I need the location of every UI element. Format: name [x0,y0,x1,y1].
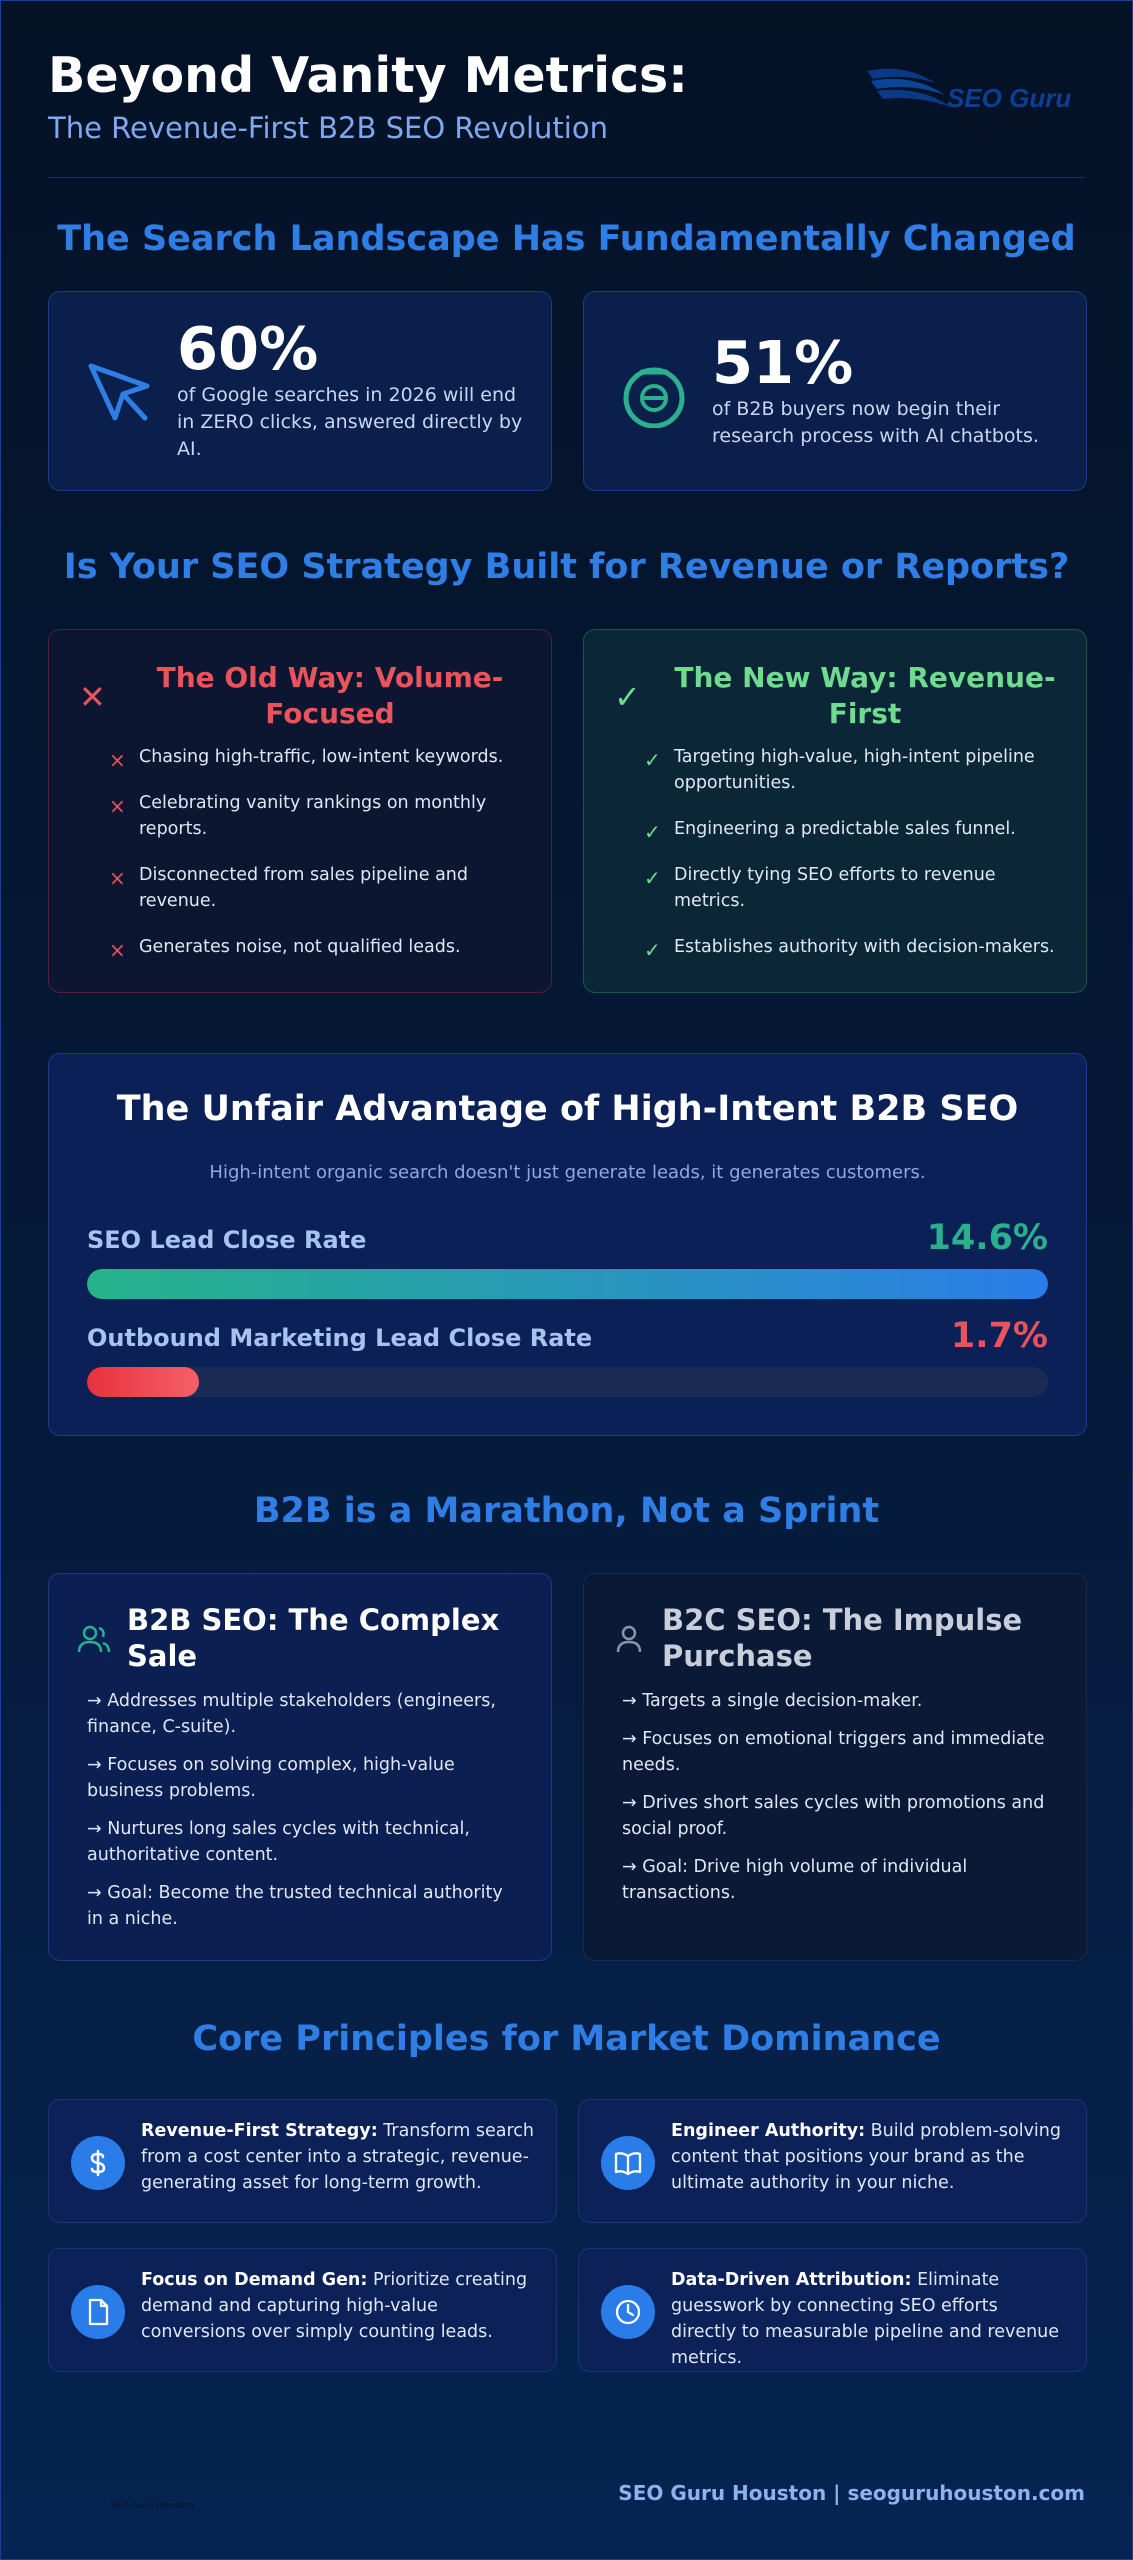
old-way-card: ✕ The Old Way: Volume-Focused × Chasing h… [48,629,552,993]
list-item: → Goal: Drive high volume of individual … [622,1857,968,1903]
stat-text: of Google searches in 2026 will end in Z… [177,384,523,460]
dollar-icon [71,2136,125,2190]
advantage-title: The Unfair Advantage of High-Intent B2B … [116,1089,1019,1129]
old-way-list: × Chasing high-traffic, low-intent keywor… [109,744,525,980]
new-way-title: The New Way: Revenue-First [674,661,1056,730]
list-item: × Celebrating vanity rankings on monthly … [109,793,487,839]
new-way-card: ✓ The New Way: Revenue-First ✓ Targeting … [583,629,1087,993]
principle-text: Focus on Demand Gen: Prioritize creating… [141,2270,528,2342]
x-icon: × [109,938,126,962]
marathon-title: B2B is a Marathon, Not a Sprint [253,1491,880,1531]
list-item: → Focuses on emotional triggers and imme… [622,1729,1045,1775]
seo-guru-houston-logo: SEO Guru [867,68,1071,113]
principle-card-engineer-authority: Engineer Authority: Build problem-solvin… [578,2099,1087,2223]
advantage-card: The Unfair Advantage of High-Intent B2B … [48,1053,1087,1436]
check-icon: ✓ [614,678,641,716]
b2b-seo-title: B2B SEO: The Complex Sale [127,1603,500,1673]
b2b-seo-card: B2B SEO: The Complex Sale → Addresses mu… [48,1573,552,1961]
strategy-title: Is Your SEO Strategy Built for Revenue o… [63,547,1070,587]
list-item: → Addresses multiple stakeholders (engin… [87,1691,496,1737]
stat-card-ai-chatbots: 51% of B2B buyers now begin their resear… [583,291,1087,491]
b2c-seo-title: B2C SEO: The Impulse Purchase [662,1603,1023,1673]
list-item: → Nurtures long sales cycles with techni… [87,1819,470,1865]
svg-text:SEO Guru: SEO Guru [947,83,1071,113]
check-icon: ✓ [644,866,661,890]
outbound-bar-label: Outbound Marketing Lead Close Rate [87,1324,593,1352]
users-icon [77,1625,111,1653]
list-item: → Goal: Become the trusted technical aut… [87,1883,503,1929]
x-icon: × [109,748,126,772]
principle-text: Engineer Authority: Build problem-solvin… [671,2121,1061,2193]
principle-card-revenue-first: Revenue-First Strategy: Transform search… [48,2099,557,2223]
outbound-bar-fill [87,1367,199,1397]
list-item: ✓ Establishes authority with decision-mak… [644,937,1055,962]
stat-value: 60% [177,314,319,383]
check-icon: ✓ [644,820,661,844]
stat-text: of B2B buyers now begin their research p… [712,398,1039,447]
seo-bar-track [87,1269,1048,1299]
principle-text: Data-Driven Attribution: Eliminate guess… [671,2270,1060,2368]
list-item: ✓ Targeting high-value, high-intent pipel… [644,747,1035,793]
document-icon [71,2285,125,2339]
list-item: → Focuses on solving complex, high-value… [87,1755,455,1801]
list-item: → Targets a single decision-maker. [622,1691,923,1711]
seo-bar-value: 14.6% [926,1218,1048,1258]
clock-icon [601,2285,655,2339]
seo-bar-label: SEO Lead Close Rate [87,1226,367,1254]
b2b-seo-list: → Addresses multiple stakeholders (engin… [87,1688,517,1944]
list-item: × Generates noise, not qualified leads. [109,937,461,962]
check-icon: ✓ [644,938,661,962]
landscape-title: The Search Landscape Has Fundamentally C… [57,219,1076,259]
x-icon: × [109,866,126,890]
header-divider [48,177,1085,178]
list-item: × Disconnected from sales pipeline and re… [109,865,469,911]
check-icon: ✓ [644,748,661,772]
footer-credit: SEO Guru Houston | seoguruhouston.com [618,2481,1085,2505]
stat-card-zero-click: 60% of Google searches in 2026 will end … [48,291,552,491]
b2c-seo-card: B2C SEO: The Impulse Purchase → Targets … [583,1573,1087,1961]
list-item: × Chasing high-traffic, low-intent keywor… [109,747,504,772]
cursor-arrow-icon [88,363,150,421]
principle-card-attribution: Data-Driven Attribution: Eliminate guess… [578,2248,1087,2372]
outbound-bar-value: 1.7% [950,1316,1048,1356]
new-way-list: ✓ Targeting high-value, high-intent pipel… [644,744,1060,980]
x-icon: × [109,794,126,818]
logo-tagline: Houston Online [962,119,1055,133]
seo-bar-fill [87,1269,1048,1299]
list-item: ✓ Engineering a predictable sales funnel. [644,819,1016,844]
advantage-subtitle: High-intent organic search doesn't just … [209,1162,926,1183]
outbound-bar-track [87,1367,1048,1397]
principle-text: Revenue-First Strategy: Transform search… [141,2121,535,2193]
stat-value: 51% [712,328,854,397]
chatbot-icon [623,367,685,428]
book-icon [601,2136,655,2190]
x-icon: ✕ [79,678,106,716]
old-way-title: The Old Way: Volume-Focused [156,661,504,730]
principle-card-demand-gen: Focus on Demand Gen: Prioritize creating… [48,2248,557,2372]
b2c-seo-list: → Targets a single decision-maker. → Foc… [622,1688,1052,1918]
page-title: Beyond Vanity Metrics: [48,47,688,104]
page-subtitle: The Revenue-First B2B SEO Revolution [48,111,608,145]
user-icon [616,1625,642,1653]
principles-title: Core Principles for Market Dominance [192,2019,941,2059]
list-item: → Drives short sales cycles with promoti… [622,1793,1045,1839]
list-item: ✓ Directly tying SEO efforts to revenue m… [644,865,996,911]
footer-mini-logo: SEO Guru Houston [110,2501,194,2511]
